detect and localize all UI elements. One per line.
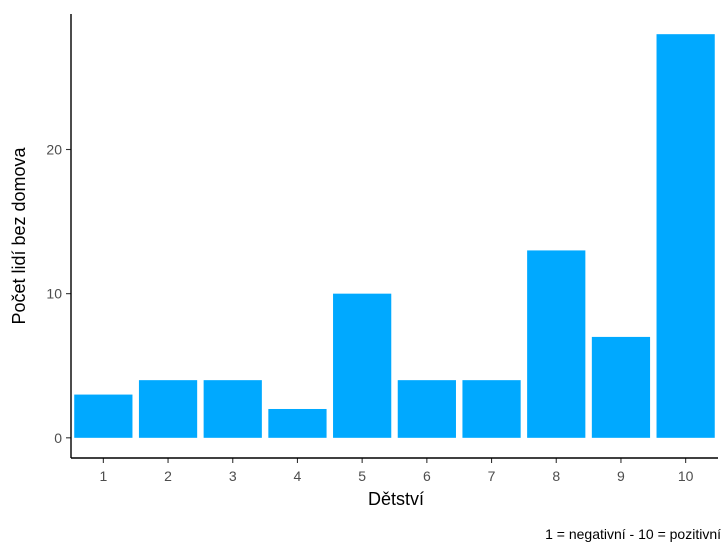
x-tick-label-3: 3 [229, 468, 237, 484]
x-tick-label-7: 7 [488, 468, 496, 484]
x-tick-label-4: 4 [294, 468, 302, 484]
y-tick-label-20: 20 [46, 142, 62, 158]
chart-caption: 1 = negativní - 10 = pozitivní [545, 526, 721, 542]
bar-8 [527, 250, 586, 438]
bar-9 [591, 336, 651, 438]
bar-10 [656, 34, 715, 438]
bar-3 [203, 380, 262, 438]
x-tick-label-8: 8 [552, 468, 560, 484]
bar-5 [333, 293, 392, 438]
bars-group [74, 34, 715, 438]
x-tick-marks [102, 458, 687, 463]
x-axis-title: Dětství [368, 489, 424, 509]
x-tick-labels: 1 2 3 4 5 6 7 8 9 10 [99, 468, 693, 484]
y-tick-labels: 0 10 20 [46, 142, 62, 446]
x-tick-label-2: 2 [164, 468, 172, 484]
x-tick-label-10: 10 [678, 468, 694, 484]
bar-4 [268, 408, 327, 438]
x-tick-label-1: 1 [99, 468, 107, 484]
bar-7 [462, 380, 521, 438]
x-tick-label-9: 9 [617, 468, 625, 484]
x-tick-label-5: 5 [358, 468, 366, 484]
bar-2 [138, 380, 198, 438]
y-axis-title: Počet lidí bez domova [9, 146, 29, 324]
y-tick-label-10: 10 [46, 286, 62, 302]
bar-6 [397, 380, 456, 438]
y-tick-label-0: 0 [54, 430, 62, 446]
x-tick-label-6: 6 [423, 468, 431, 484]
bar-1 [74, 394, 133, 438]
y-tick-marks [66, 148, 71, 439]
